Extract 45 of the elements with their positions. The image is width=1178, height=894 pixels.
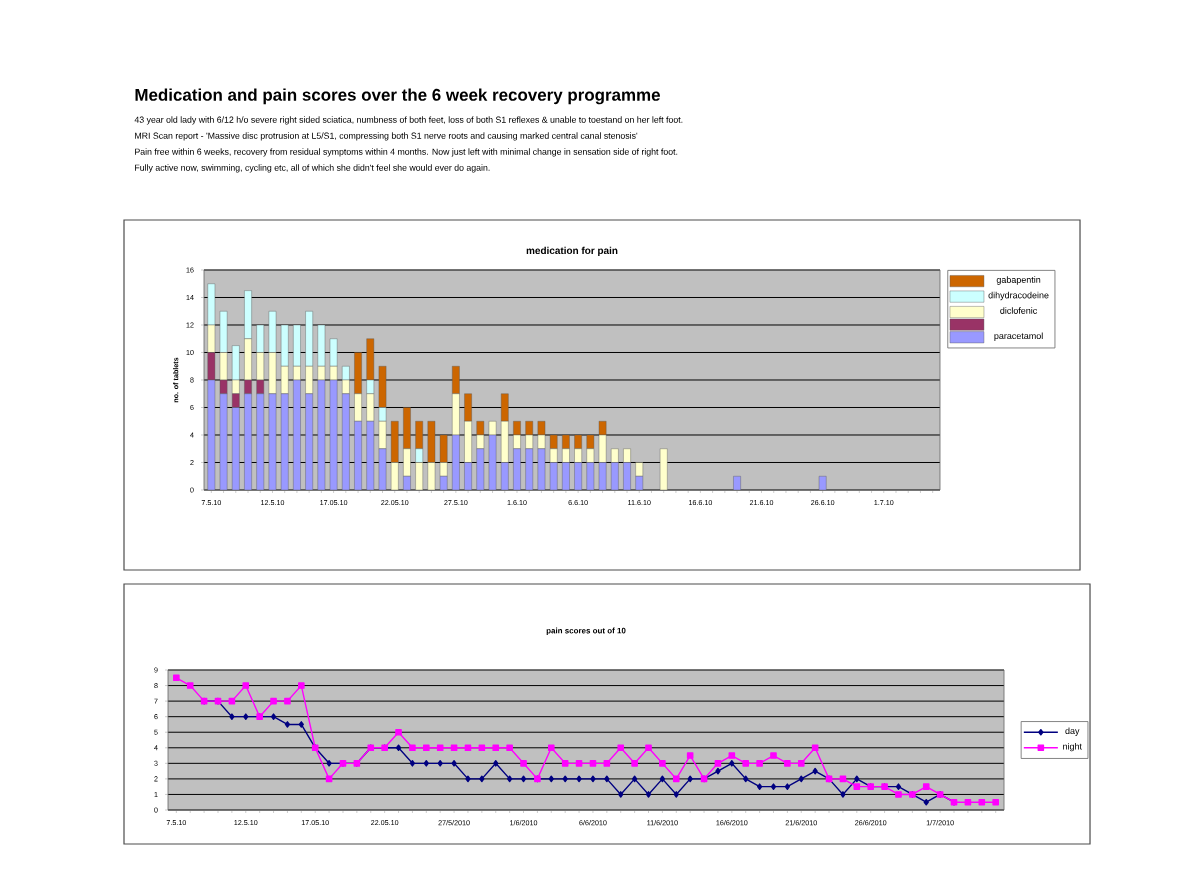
point bbox=[492, 744, 500, 752]
point bbox=[298, 682, 305, 689]
point bbox=[978, 798, 986, 806]
point bbox=[714, 760, 722, 767]
point bbox=[992, 798, 999, 806]
point bbox=[672, 775, 680, 783]
point bbox=[922, 783, 930, 790]
point bbox=[756, 760, 763, 767]
point bbox=[742, 760, 750, 767]
point bbox=[728, 752, 736, 759]
point bbox=[964, 798, 972, 806]
point bbox=[395, 728, 402, 736]
point bbox=[797, 760, 805, 767]
point bbox=[631, 760, 638, 767]
point bbox=[617, 744, 625, 752]
bar bbox=[659, 448, 668, 490]
chart-title: Medication and pain scores over the 6 week recovery programme bbox=[135, 88, 660, 105]
point bbox=[895, 791, 902, 798]
point bbox=[423, 744, 430, 752]
point bbox=[520, 760, 527, 767]
point bbox=[436, 744, 444, 752]
point bbox=[409, 744, 416, 752]
point bbox=[464, 744, 472, 752]
bar bbox=[818, 476, 827, 490]
point bbox=[603, 760, 611, 767]
point bbox=[270, 697, 277, 705]
point bbox=[770, 752, 777, 759]
point bbox=[506, 744, 513, 752]
point bbox=[784, 760, 791, 767]
point bbox=[548, 744, 555, 752]
point bbox=[450, 744, 458, 752]
point bbox=[853, 783, 861, 790]
point bbox=[575, 760, 583, 767]
point bbox=[478, 744, 486, 752]
point bbox=[686, 752, 694, 759]
point bbox=[242, 682, 250, 689]
point bbox=[186, 682, 194, 689]
point bbox=[561, 760, 569, 767]
point bbox=[659, 760, 666, 767]
point bbox=[284, 697, 291, 705]
point bbox=[589, 760, 597, 767]
point bbox=[811, 744, 819, 752]
bar bbox=[733, 476, 741, 490]
point bbox=[173, 674, 180, 682]
point bbox=[645, 744, 652, 752]
